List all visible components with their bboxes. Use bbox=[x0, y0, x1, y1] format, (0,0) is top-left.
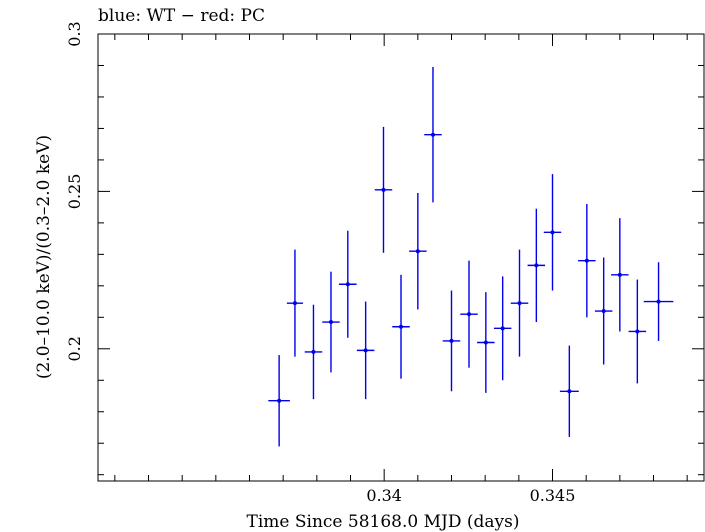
data-point bbox=[628, 279, 647, 384]
point-marker bbox=[277, 398, 282, 403]
point-marker bbox=[483, 340, 488, 345]
y-tick-label: 0.25 bbox=[65, 174, 84, 210]
chart-title: blue: WT − red: PC bbox=[98, 6, 265, 26]
point-marker bbox=[415, 249, 420, 254]
data-point bbox=[409, 192, 427, 310]
data-point bbox=[442, 290, 461, 392]
data-point bbox=[460, 260, 478, 368]
x-tick-label: 0.345 bbox=[530, 486, 576, 505]
tick-labels: 0.34 0.345 0.2 0.25 0.3 bbox=[65, 21, 575, 505]
data-point bbox=[510, 249, 529, 357]
data-point bbox=[559, 345, 579, 437]
point-marker bbox=[617, 272, 622, 277]
data-point bbox=[374, 126, 393, 253]
y-tick-label: 0.3 bbox=[65, 21, 84, 46]
point-marker bbox=[567, 389, 572, 394]
data-point bbox=[643, 262, 674, 341]
data-point bbox=[268, 355, 290, 447]
y-axis-label: (2.0–10.0 keV)/(0.3–2.0 keV) bbox=[34, 135, 54, 379]
point-marker bbox=[656, 299, 661, 304]
y-tick-label: 0.2 bbox=[65, 336, 84, 361]
axis-ticks bbox=[98, 33, 704, 481]
point-marker bbox=[517, 301, 522, 306]
x-axis-label: Time Since 58168.0 MJD (days) bbox=[247, 512, 520, 532]
data-point bbox=[578, 203, 596, 318]
point-marker bbox=[345, 282, 350, 287]
data-point bbox=[286, 249, 304, 357]
point-marker bbox=[430, 132, 435, 137]
point-marker bbox=[601, 309, 606, 314]
data-point bbox=[356, 301, 375, 400]
data-point bbox=[392, 274, 410, 379]
data-point bbox=[424, 67, 442, 203]
point-marker bbox=[449, 338, 454, 343]
data-point bbox=[611, 218, 629, 332]
point-marker bbox=[534, 263, 539, 268]
point-marker bbox=[311, 349, 316, 354]
point-marker bbox=[399, 324, 403, 329]
data-point bbox=[594, 257, 613, 365]
point-marker bbox=[292, 301, 297, 306]
data-point bbox=[304, 304, 323, 400]
data-point bbox=[339, 230, 357, 338]
data-point bbox=[493, 276, 512, 381]
point-marker bbox=[584, 258, 589, 263]
point-marker bbox=[500, 326, 505, 331]
data-point bbox=[543, 174, 562, 291]
point-marker bbox=[635, 329, 640, 334]
point-marker bbox=[550, 230, 555, 235]
data-points bbox=[268, 67, 674, 447]
data-point bbox=[322, 271, 340, 373]
point-marker bbox=[467, 312, 472, 317]
plot-frame bbox=[97, 33, 705, 482]
x-tick-label: 0.34 bbox=[366, 486, 402, 505]
data-point bbox=[527, 208, 546, 323]
point-marker bbox=[363, 348, 368, 353]
point-marker bbox=[381, 187, 386, 192]
point-marker bbox=[328, 320, 333, 325]
data-point bbox=[477, 292, 495, 393]
